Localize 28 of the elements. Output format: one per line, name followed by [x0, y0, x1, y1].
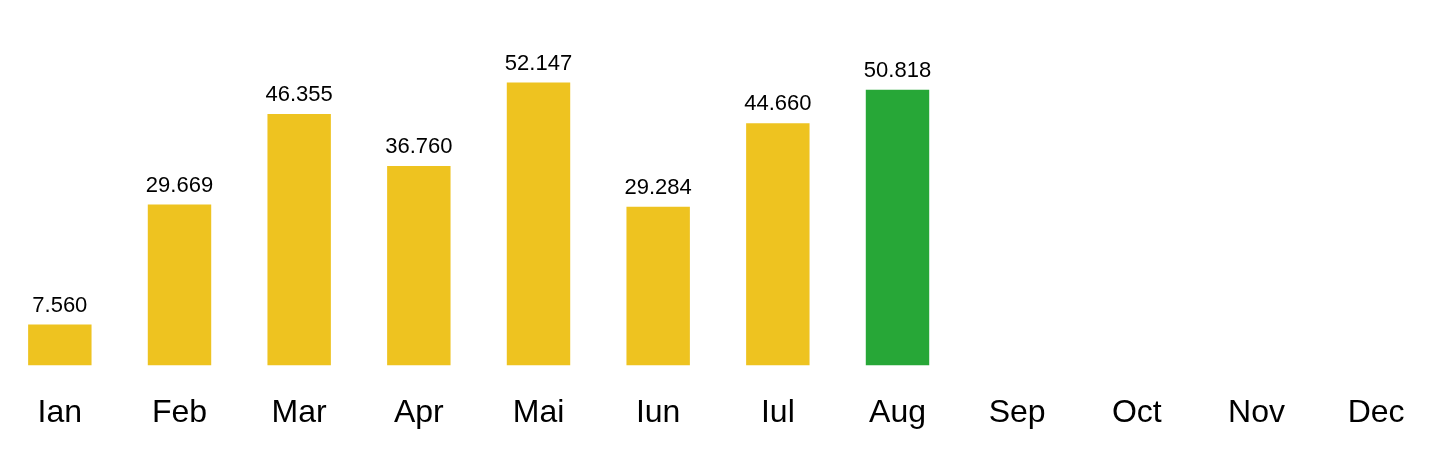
data-label: 46.355: [265, 81, 333, 107]
bar: [267, 114, 331, 366]
x-tick-label: Iun: [635, 392, 681, 429]
x-tick-label: Apr: [393, 392, 445, 429]
data-label: 50.818: [863, 56, 932, 82]
x-tick-label: Sep: [988, 392, 1046, 429]
bar: [147, 204, 212, 366]
x-tick-label: Dec: [1347, 392, 1405, 429]
x-tick-label: Aug: [869, 392, 926, 429]
x-tick-label: Feb: [151, 392, 208, 429]
data-label: 36.760: [385, 133, 453, 159]
x-tick-label: Iul: [760, 392, 795, 429]
bar: [387, 166, 451, 366]
bar: [865, 89, 930, 366]
x-tick-label: Oct: [1111, 392, 1162, 429]
data-label: 29.284: [624, 173, 692, 199]
bar: [626, 206, 690, 366]
x-tick-label: Ian: [37, 392, 83, 429]
bar: [746, 123, 810, 366]
bar: [28, 324, 92, 366]
data-label: 29.669: [145, 171, 214, 197]
x-tick-label: Mai: [512, 392, 565, 429]
bar: [506, 82, 571, 366]
x-tick-label: Nov: [1228, 392, 1285, 429]
data-label: 52.147: [504, 49, 573, 75]
data-label: 44.660: [744, 90, 812, 116]
data-label: 7.560: [32, 291, 88, 317]
x-tick-label: Mar: [271, 392, 328, 429]
